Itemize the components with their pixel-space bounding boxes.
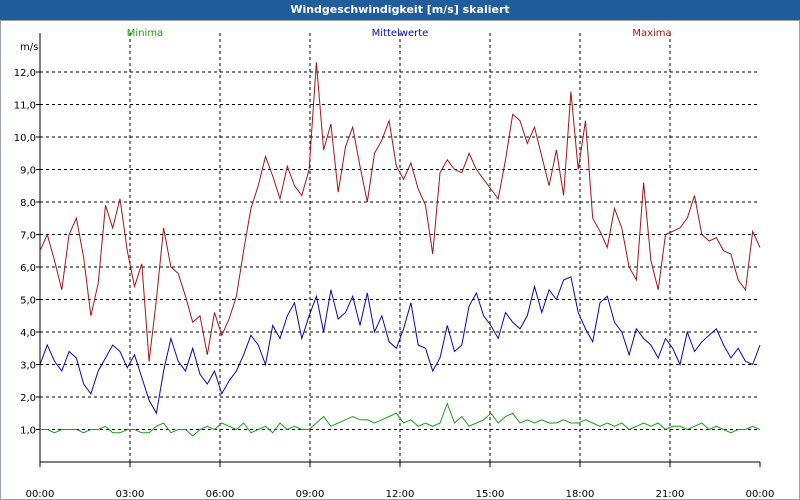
y-axis-label: m/s xyxy=(20,42,38,53)
legend-mittelwerte: Mittelwerte xyxy=(372,28,429,39)
wind-speed-chart: 1,02,03,04,05,06,07,08,09,010,011,012,0 … xyxy=(14,28,775,500)
x-tick-time: 12:00 xyxy=(386,489,415,500)
y-tick-label: 4,0 xyxy=(20,328,36,339)
y-tick-label: 12,0 xyxy=(14,68,36,79)
chart-title: Windgeschwindigkeit [m/s] skaliert xyxy=(0,0,800,20)
y-tick-label: 10,0 xyxy=(14,133,36,144)
y-tick-label: 5,0 xyxy=(20,296,36,307)
series-line-maxima xyxy=(39,62,761,362)
x-tick-time: 00:00 xyxy=(746,489,775,500)
series-line-mittelwerte xyxy=(39,276,761,415)
x-tick-time: 00:00 xyxy=(26,489,55,500)
grid xyxy=(40,33,760,462)
legend: Minima Mittelwerte Maxima xyxy=(127,28,672,39)
y-tick-label: 7,0 xyxy=(20,231,36,242)
x-tick-time: 06:00 xyxy=(206,489,235,500)
x-tick-labels: 00:0022.04.2203:0022.04.2206:0022.04.220… xyxy=(26,489,775,500)
x-tick-time: 15:00 xyxy=(476,489,505,500)
y-tick-labels: 1,0 2,0 3,0 4,0 5,0 6,0 7,0 8,0 9,0 10,0 11,0 12,0 xyxy=(14,68,36,437)
x-tick-time: 18:00 xyxy=(566,489,595,500)
y-tick-label: 1,0 xyxy=(20,426,36,437)
y-tick-label: 6,0 xyxy=(20,263,36,274)
series-lines xyxy=(39,62,761,437)
x-tick-time: 21:00 xyxy=(656,489,685,500)
legend-maxima: Maxima xyxy=(632,28,671,39)
y-tick-label: 11,0 xyxy=(14,101,36,112)
series-line-minima xyxy=(40,402,761,437)
legend-minima: Minima xyxy=(127,28,163,39)
y-tick-label: 3,0 xyxy=(20,361,36,372)
y-tick-label: 9,0 xyxy=(20,166,36,177)
x-tick-time: 03:00 xyxy=(116,489,145,500)
axes xyxy=(36,33,761,467)
y-tick-label: 2,0 xyxy=(20,393,36,404)
x-tick-time: 09:00 xyxy=(296,489,325,500)
y-tick-label: 8,0 xyxy=(20,198,36,209)
